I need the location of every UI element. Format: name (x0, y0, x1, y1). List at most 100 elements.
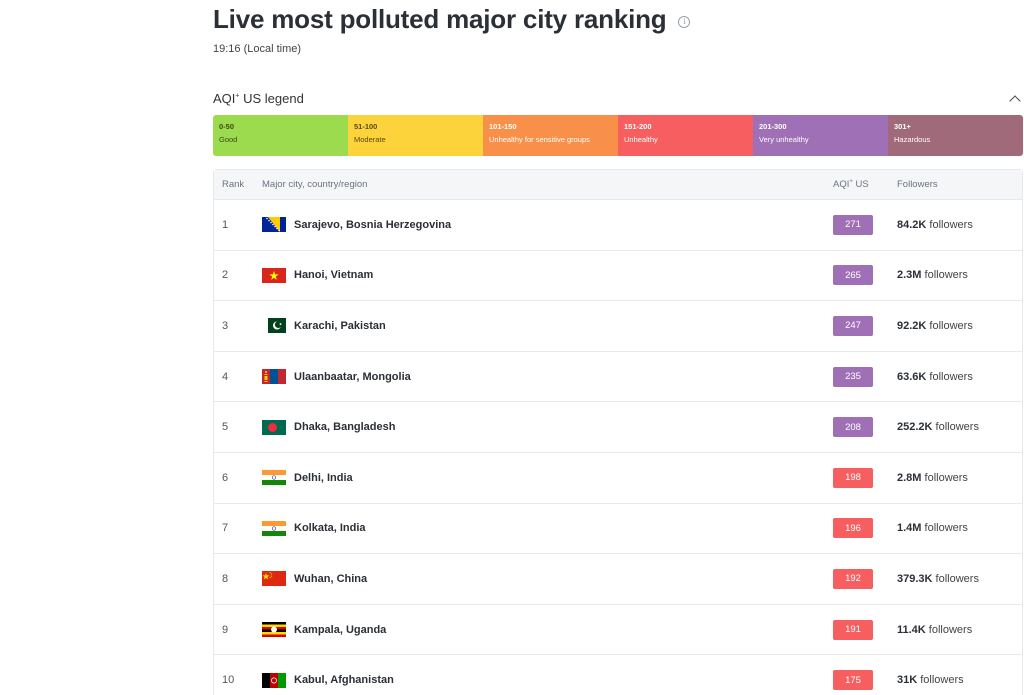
followers-count: 1.4M (897, 522, 922, 535)
aqi-cell: 196 (833, 518, 897, 539)
followers-cell: 379.3K followers (897, 573, 1022, 585)
table-row[interactable]: 5 Dhaka, Bangladesh 208 252.2K followers (214, 402, 1022, 453)
followers-label: followers (921, 269, 968, 282)
india-flag-icon (262, 520, 286, 536)
followers-label: followers (926, 319, 973, 332)
table-row[interactable]: 1 Sarajevo, Bosnia Herzegovina 271 84.2K… (214, 200, 1022, 251)
header-rank: Rank (222, 179, 245, 190)
chevron-up-icon[interactable] (1009, 94, 1021, 107)
aqi-badge: 271 (833, 214, 873, 235)
aqi-cell: 247 (833, 315, 897, 336)
city-cell[interactable]: Wuhan, China (262, 571, 833, 587)
rank-cell: 8 (222, 572, 229, 585)
bosnia-flag-icon (262, 217, 286, 233)
pakistan-flag-icon (262, 318, 286, 334)
followers-label: followers (926, 370, 973, 383)
followers-count: 2.8M (897, 471, 922, 484)
city-cell[interactable]: Hanoi, Vietnam (262, 267, 833, 283)
page-title: Live most polluted major city ranking (213, 4, 667, 34)
aqi-badge: 198 (833, 467, 873, 488)
followers-cell: 2.3M followers (897, 269, 1022, 281)
table-row[interactable]: 6 Delhi, India 198 2.8M followers (214, 453, 1022, 504)
aqi-cell: 208 (833, 417, 897, 438)
city-cell[interactable]: Delhi, India (262, 470, 833, 486)
city-name[interactable]: Wuhan, China (294, 572, 368, 585)
legend-segment-hazardous: 301+ Hazardous (888, 115, 1023, 156)
city-name[interactable]: Hanoi, Vietnam (294, 269, 374, 282)
aqi-badge: 196 (833, 518, 873, 539)
city-cell[interactable]: Kabul, Afghanistan (262, 672, 833, 688)
info-icon[interactable]: i (678, 15, 691, 28)
header-city: Major city, country/region (262, 179, 368, 190)
followers-cell: 92.2K followers (897, 320, 1022, 332)
aqi-cell: 191 (833, 619, 897, 640)
rank-cell: 5 (222, 421, 229, 434)
city-cell[interactable]: Kampala, Uganda (262, 622, 833, 638)
followers-cell: 84.2K followers (897, 219, 1022, 231)
table-row[interactable]: 8 Wuhan, China 192 379.3K followers (214, 554, 1022, 605)
followers-cell: 31K followers (897, 674, 1022, 686)
city-name[interactable]: Sarajevo, Bosnia Herzegovina (294, 218, 452, 231)
aqi-cell: 265 (833, 265, 897, 286)
vietnam-flag-icon (262, 267, 286, 283)
followers-cell: 1.4M followers (897, 522, 1022, 534)
mongolia-flag-icon (262, 369, 286, 385)
header-aqi: AQI+ US (833, 178, 869, 191)
aqi-badge: 208 (833, 417, 873, 438)
afghanistan-flag-icon (262, 672, 286, 688)
followers-cell: 2.8M followers (897, 472, 1022, 484)
city-cell[interactable]: Kolkata, India (262, 520, 833, 536)
legend-header[interactable]: AQI+ US legend (213, 91, 1023, 107)
china-flag-icon (262, 571, 286, 587)
city-name[interactable]: Delhi, India (294, 471, 353, 484)
table-row[interactable]: 2 Hanoi, Vietnam 265 2.3M followers (214, 251, 1022, 302)
city-cell[interactable]: Ulaanbaatar, Mongolia (262, 369, 833, 385)
rank-cell: 2 (222, 269, 229, 282)
city-name[interactable]: Kolkata, India (294, 522, 366, 535)
city-name[interactable]: Ulaanbaatar, Mongolia (294, 370, 411, 383)
followers-count: 84.2K (897, 218, 927, 231)
rank-cell: 3 (222, 319, 229, 332)
aqi-badge: 175 (833, 670, 873, 691)
rank-cell: 10 (222, 674, 235, 687)
rank-cell: 7 (222, 522, 229, 535)
followers-count: 92.2K (897, 319, 927, 332)
header-followers: Followers (897, 179, 938, 190)
city-name[interactable]: Kampala, Uganda (294, 623, 387, 636)
city-name[interactable]: Kabul, Afghanistan (294, 674, 394, 687)
legend-title: AQI+ US legend (213, 91, 304, 106)
legend-segment-moderate: 51-100 Moderate (348, 115, 483, 156)
aqi-badge: 265 (833, 265, 873, 286)
city-name[interactable]: Karachi, Pakistan (294, 319, 386, 332)
followers-label: followers (926, 218, 973, 231)
city-cell[interactable]: Sarajevo, Bosnia Herzegovina (262, 217, 833, 233)
table-row[interactable]: 3 Karachi, Pakistan 247 92.2K followers (214, 301, 1022, 352)
followers-cell: 63.6K followers (897, 371, 1022, 383)
table-row[interactable]: 4 Ulaanbaatar, Mongolia 235 63.6K follow… (214, 352, 1022, 403)
table-row[interactable]: 10 Kabul, Afghanistan 175 31K followers (214, 655, 1022, 695)
table-header: Rank Major city, country/region AQI+ US … (214, 170, 1022, 200)
aqi-cell: 271 (833, 214, 897, 235)
legend-segment-good: 0-50 Good (213, 115, 348, 156)
followers-count: 11.4K (897, 623, 926, 636)
followers-label: followers (917, 674, 964, 687)
followers-count: 379.3K (897, 572, 933, 585)
aqi-cell: 235 (833, 366, 897, 387)
aqi-badge: 247 (833, 315, 873, 336)
uganda-flag-icon (262, 622, 286, 638)
followers-count: 31K (897, 674, 918, 687)
aqi-cell: 175 (833, 670, 897, 691)
legend-segment-usg: 101-150 Unhealthy for sensitive groups (483, 115, 618, 156)
city-cell[interactable]: Dhaka, Bangladesh (262, 419, 833, 435)
ranking-table: Rank Major city, country/region AQI+ US … (213, 169, 1023, 695)
city-name[interactable]: Dhaka, Bangladesh (294, 421, 396, 434)
aqi-badge: 192 (833, 568, 873, 589)
followers-count: 252.2K (897, 421, 933, 434)
legend-segment-unhealthy: 151-200 Unhealthy (618, 115, 753, 156)
followers-count: 2.3M (897, 269, 922, 282)
aqi-badge: 191 (833, 619, 873, 640)
local-time: 19:16 (Local time) (213, 43, 302, 55)
table-row[interactable]: 9 Kampala, Uganda 191 11.4K followers (214, 605, 1022, 656)
table-row[interactable]: 7 Kolkata, India 196 1.4M followers (214, 504, 1022, 555)
city-cell[interactable]: Karachi, Pakistan (262, 318, 833, 334)
